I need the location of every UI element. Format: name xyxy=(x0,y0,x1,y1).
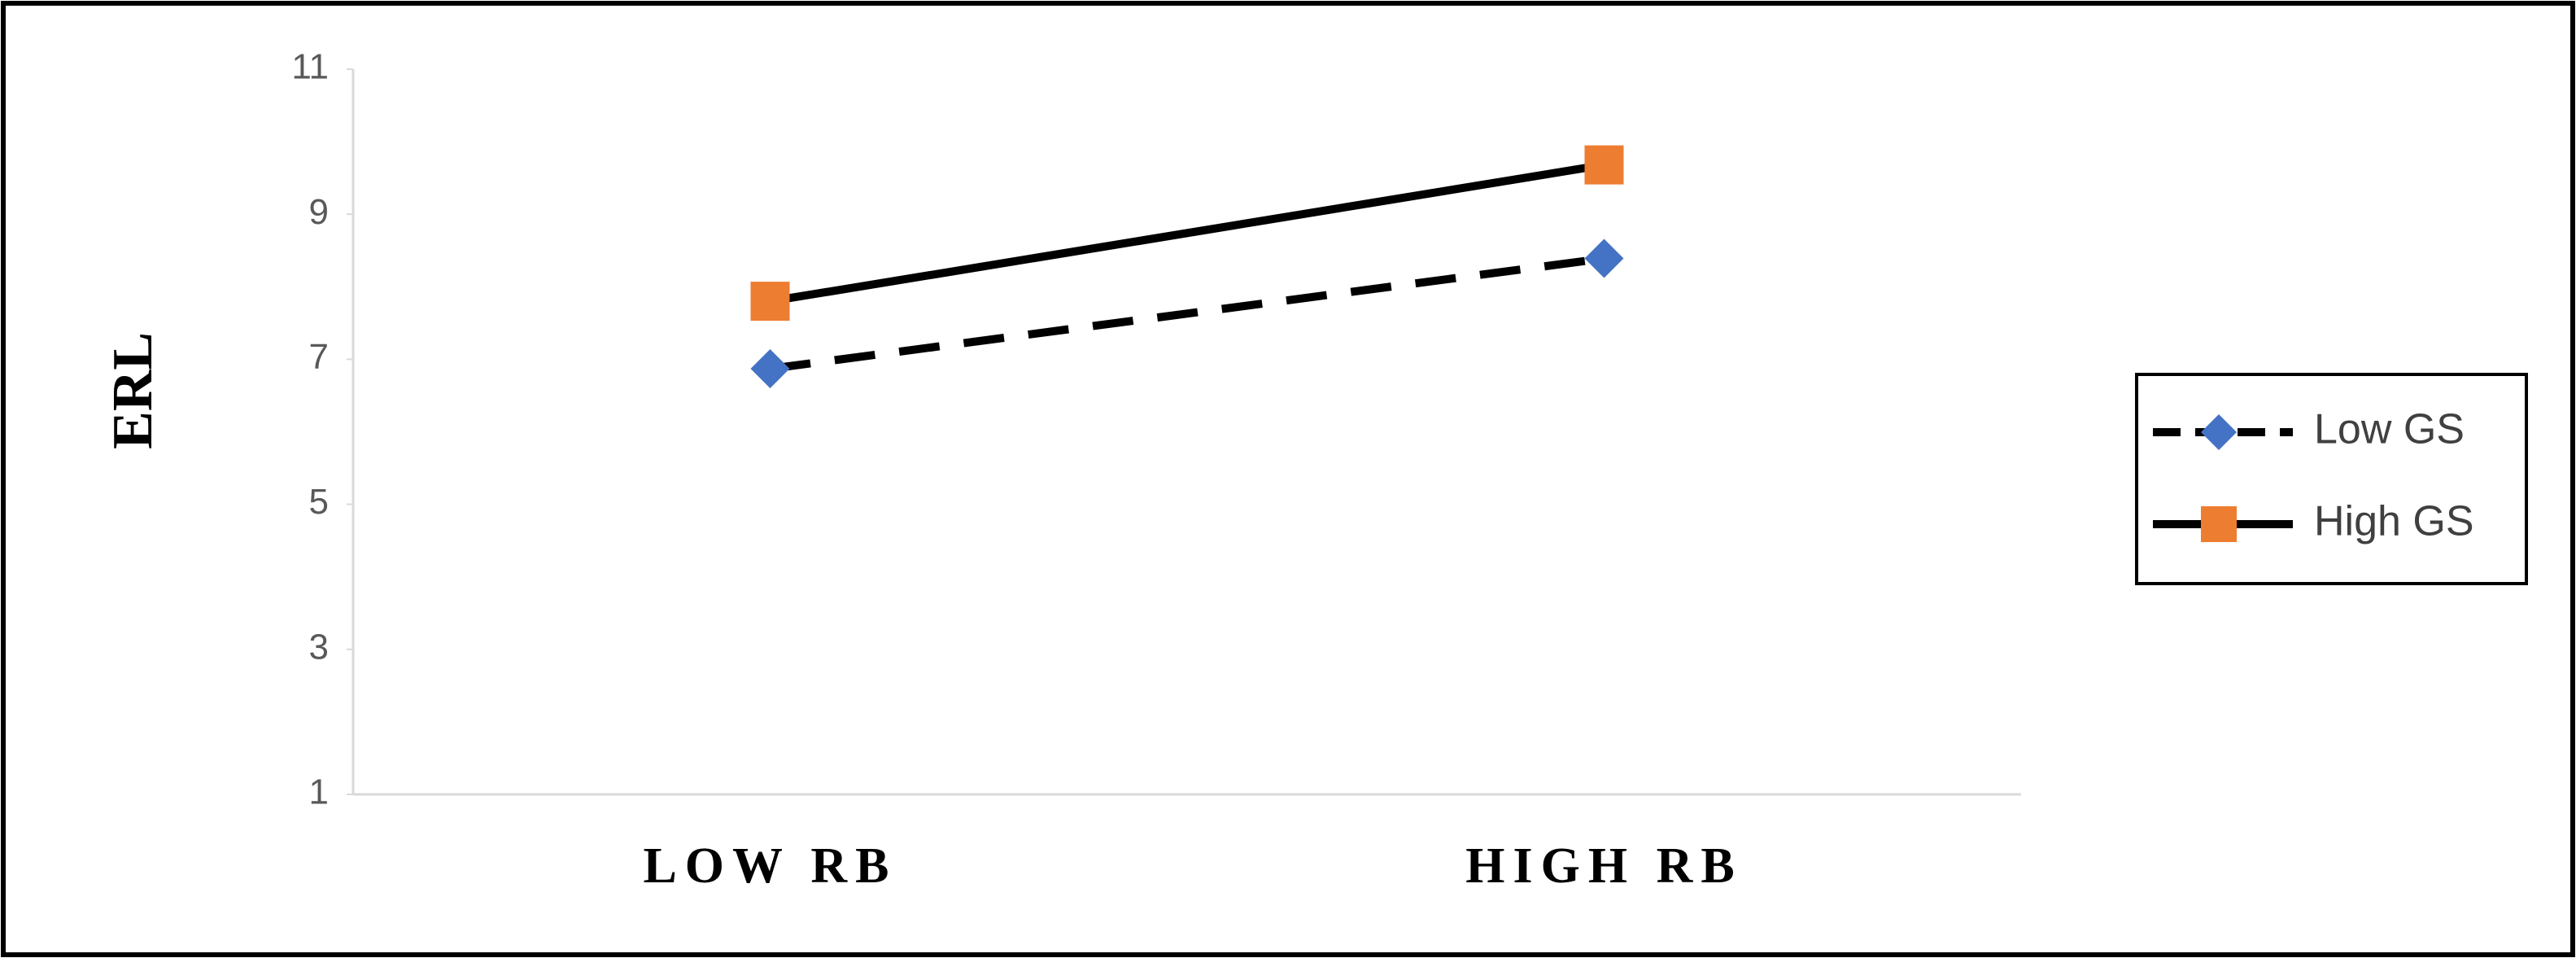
legend-marker xyxy=(2201,414,2237,450)
legend-label: Low GS xyxy=(2314,406,2465,453)
x-tick-label: LOW RB xyxy=(643,838,897,894)
legend xyxy=(2135,373,2528,585)
series-line xyxy=(769,254,1605,373)
y-tick-label: 9 xyxy=(309,192,329,232)
legend-label: High GS xyxy=(2314,498,2474,545)
y-tick-label: 7 xyxy=(309,337,329,377)
y-tick-label: 5 xyxy=(309,482,329,522)
legend-marker xyxy=(2201,506,2237,542)
y-tick-label: 3 xyxy=(309,627,329,667)
series-line xyxy=(769,160,1605,306)
data-point xyxy=(1584,145,1624,185)
data-point xyxy=(750,282,790,322)
y-tick-label: 11 xyxy=(291,47,329,87)
data-point xyxy=(750,348,790,388)
y-tick-label: 1 xyxy=(309,772,329,812)
y-axis-label: ERL xyxy=(102,332,164,449)
x-tick-label: HIGH RB xyxy=(1465,838,1742,894)
data-point xyxy=(1584,238,1624,278)
